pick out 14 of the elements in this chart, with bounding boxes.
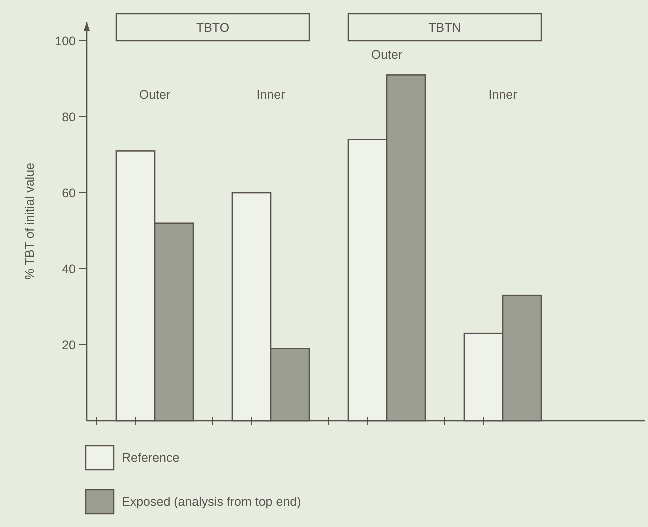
y-tick-label: 20 (62, 338, 76, 352)
annotation: TBTO (196, 21, 230, 35)
y-tick-label: 40 (62, 262, 76, 276)
x-tick-label: Inner (488, 88, 518, 102)
legend-label: Reference (122, 451, 180, 465)
legend-label: Exposed (analysis from top end) (122, 495, 302, 509)
x-tick-label: Outer (139, 88, 171, 102)
y-tick-label: 60 (62, 186, 76, 200)
y-tick-label: 80 (62, 110, 76, 124)
x-tick-label: Inner (256, 88, 286, 102)
y-tick-label: 100 (55, 34, 76, 48)
y-axis-title: % TBT of initial value (23, 162, 37, 280)
annotation: TBTN (428, 21, 462, 35)
x-tick-label: Outer (371, 48, 403, 62)
